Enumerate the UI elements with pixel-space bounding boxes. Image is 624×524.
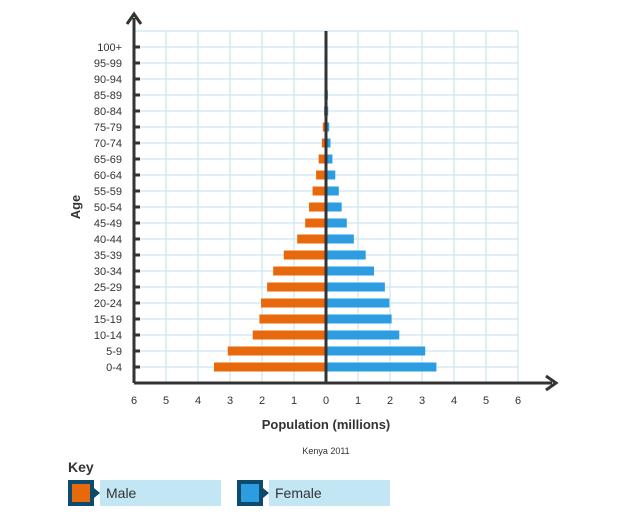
y-tick-label: 45-49 — [94, 218, 122, 230]
y-tick-label: 15-19 — [94, 314, 122, 326]
axes — [125, 11, 559, 392]
bar-male-25-29 — [267, 282, 326, 292]
bar-female-70-74 — [326, 138, 331, 148]
x-tick-label: 0 — [323, 395, 329, 407]
y-tick-label: 35-39 — [94, 250, 122, 262]
bar-male-45-49 — [305, 218, 326, 228]
bar-female-0-4 — [326, 362, 437, 372]
bar-female-60-64 — [326, 170, 336, 180]
x-tick-label: 2 — [387, 395, 393, 407]
bar-male-40-44 — [297, 234, 326, 244]
x-tick-label: 6 — [131, 395, 137, 407]
y-tick-label: 75-79 — [94, 122, 122, 134]
y-tick-label: 10-14 — [94, 330, 122, 342]
bar-male-60-64 — [316, 170, 326, 180]
x-tick-label: 6 — [515, 395, 521, 407]
bar-female-50-54 — [326, 202, 342, 212]
bar-female-25-29 — [326, 282, 385, 292]
bar-female-20-24 — [326, 298, 390, 308]
y-tick-label: 5-9 — [106, 346, 122, 358]
y-tick-label: 50-54 — [94, 202, 122, 214]
y-axis-label: Age — [68, 195, 83, 220]
y-tick-label: 95-99 — [94, 58, 122, 70]
x-axis-arrow — [545, 374, 559, 392]
legend-swatch-male — [68, 480, 100, 506]
x-tick-label: 3 — [419, 395, 425, 407]
x-tick-label: 5 — [163, 395, 169, 407]
y-tick-label: 60-64 — [94, 170, 122, 182]
bar-male-35-39 — [283, 250, 326, 260]
tick-labels: 0-4 5-9 10-14 15-19 20-24 25-29 30-34 35-39 40-4… — [94, 42, 521, 407]
y-tick-label: 20-24 — [94, 298, 122, 310]
y-tick-label: 100+ — [97, 42, 122, 54]
y-tick-label: 0-4 — [106, 362, 122, 374]
bar-female-15-19 — [326, 314, 392, 324]
x-tick-label: 1 — [355, 395, 361, 407]
x-axis-label: Population (millions) — [262, 417, 391, 432]
bar-male-20-24 — [261, 298, 326, 308]
x-tick-label: 2 — [259, 395, 265, 407]
bar-male-0-4 — [214, 362, 326, 372]
y-tick-label: 90-94 — [94, 74, 122, 86]
y-tick-label: 40-44 — [94, 234, 122, 246]
bar-male-65-69 — [318, 154, 326, 164]
bar-male-75-79 — [322, 122, 326, 132]
x-tick-label: 4 — [451, 395, 457, 407]
bar-female-30-34 — [326, 266, 374, 276]
y-tick-label: 25-29 — [94, 282, 122, 294]
bar-female-10-14 — [326, 330, 400, 340]
bar-male-70-74 — [321, 138, 326, 148]
bar-female-5-9 — [326, 346, 426, 356]
y-axis-arrow — [125, 11, 143, 25]
bar-female-45-49 — [326, 218, 347, 228]
legend-title: Key — [68, 459, 94, 475]
bar-female-65-69 — [326, 154, 333, 164]
legend-label-male: Male — [100, 480, 221, 506]
chart-caption: Kenya 2011 — [302, 446, 349, 456]
y-tick-label: 85-89 — [94, 90, 122, 102]
bar-male-5-9 — [227, 346, 326, 356]
bar-female-55-59 — [326, 186, 339, 196]
bar-female-75-79 — [326, 122, 330, 132]
legend-item-male: Male — [68, 480, 221, 506]
y-tick-label: 70-74 — [94, 138, 122, 150]
x-tick-label: 1 — [291, 395, 297, 407]
y-tick-label: 65-69 — [94, 154, 122, 166]
bar-male-15-19 — [259, 314, 326, 324]
bar-female-40-44 — [326, 234, 354, 244]
y-tick-label: 80-84 — [94, 106, 122, 118]
bar-male-55-59 — [312, 186, 326, 196]
bar-female-35-39 — [326, 250, 366, 260]
bar-male-10-14 — [252, 330, 326, 340]
y-tick-label: 55-59 — [94, 186, 122, 198]
bars — [214, 58, 437, 372]
bar-male-50-54 — [309, 202, 326, 212]
legend-swatch-female — [237, 480, 269, 506]
bar-male-30-34 — [273, 266, 326, 276]
x-tick-label: 3 — [227, 395, 233, 407]
x-tick-label: 4 — [195, 395, 201, 407]
legend-item-female: Female — [237, 480, 390, 506]
y-tick-label: 30-34 — [94, 266, 122, 278]
x-tick-label: 5 — [483, 395, 489, 407]
legend-label-female: Female — [269, 480, 390, 506]
